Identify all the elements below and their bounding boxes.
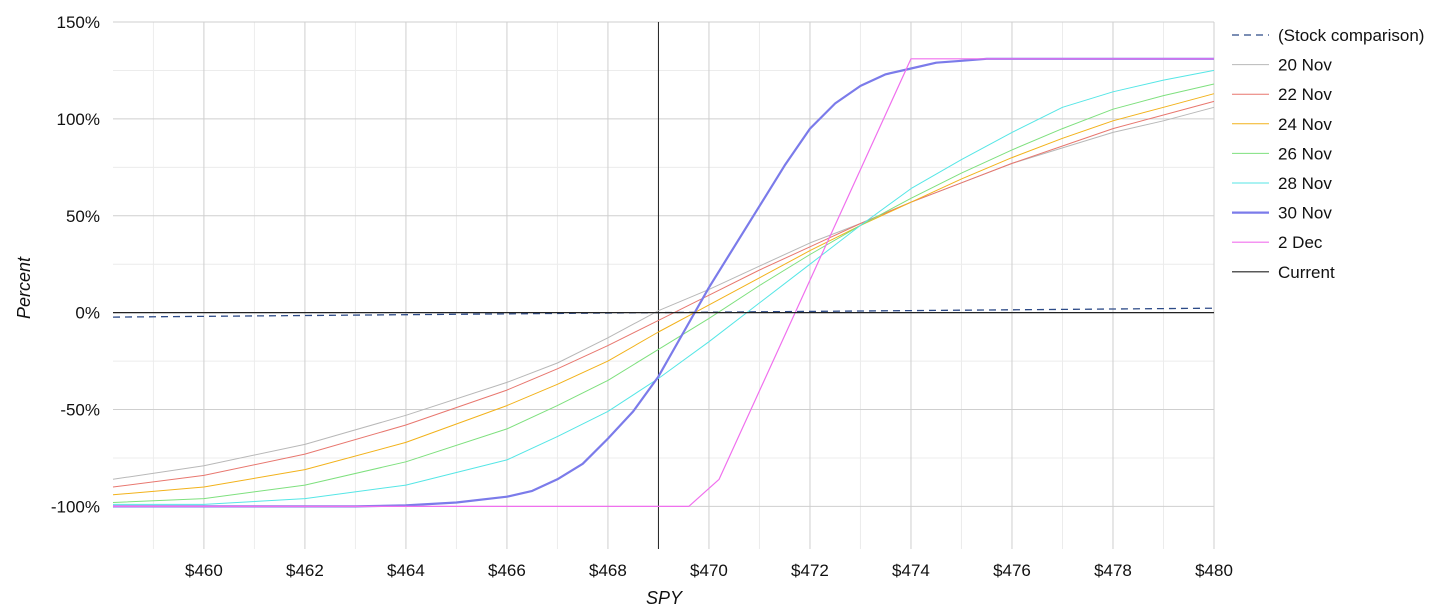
- y-tick-labels: 150% 100% 50% 0% -50% -100%: [51, 13, 100, 516]
- series-line-2-dec: [113, 58, 1214, 507]
- legend-label-2-dec: 2 Dec: [1278, 233, 1323, 252]
- series-layer: [112, 22, 1215, 549]
- minor-grid: [113, 22, 1214, 549]
- x-tick-label: $462: [286, 561, 324, 580]
- x-tick-label: $474: [892, 561, 930, 580]
- legend-label-28-nov: 28 Nov: [1278, 174, 1332, 193]
- x-tick-label: $472: [791, 561, 829, 580]
- legend-label-22-nov: 22 Nov: [1278, 85, 1332, 104]
- legend-label-24-nov: 24 Nov: [1278, 115, 1332, 134]
- legend-label-current: Current: [1278, 263, 1335, 282]
- legend: (Stock comparison) 20 Nov 22 Nov 24 Nov 26 N…: [1232, 26, 1424, 282]
- y-tick-label: -100%: [51, 497, 100, 516]
- series-line-24-nov: [112, 93, 1215, 496]
- x-tick-label: $476: [993, 561, 1031, 580]
- series-line-20-nov: [112, 106, 1215, 480]
- y-axis-title: Percent: [14, 256, 34, 319]
- x-tick-label: $460: [185, 561, 223, 580]
- x-axis-title: SPY: [646, 588, 684, 607]
- series-line-28-nov: [113, 69, 1215, 505]
- x-tick-labels: $460 $462 $464 $466 $468 $470 $472 $474 $476 $478…: [185, 561, 1233, 580]
- x-tick-label: $468: [589, 561, 627, 580]
- legend-label-20-nov: 20 Nov: [1278, 56, 1332, 75]
- y-tick-label: -50%: [60, 401, 100, 420]
- y-tick-label: 100%: [57, 110, 100, 129]
- x-tick-label: $464: [387, 561, 425, 580]
- x-tick-label: $480: [1195, 561, 1233, 580]
- y-tick-label: 0%: [75, 304, 100, 323]
- x-tick-label: $470: [690, 561, 728, 580]
- series-line-26-nov: [112, 83, 1215, 503]
- series-line-22-nov: [112, 100, 1215, 488]
- series-line-30-nov: [113, 57, 1214, 508]
- major-grid: [113, 21, 1215, 549]
- legend-label-26-nov: 26 Nov: [1278, 144, 1332, 163]
- legend-label-stock-comparison: (Stock comparison): [1278, 26, 1424, 45]
- legend-label-30-nov: 30 Nov: [1278, 204, 1332, 223]
- x-tick-label: $466: [488, 561, 526, 580]
- y-tick-label: 50%: [66, 207, 100, 226]
- x-tick-label: $478: [1094, 561, 1132, 580]
- y-tick-label: 150%: [57, 13, 100, 32]
